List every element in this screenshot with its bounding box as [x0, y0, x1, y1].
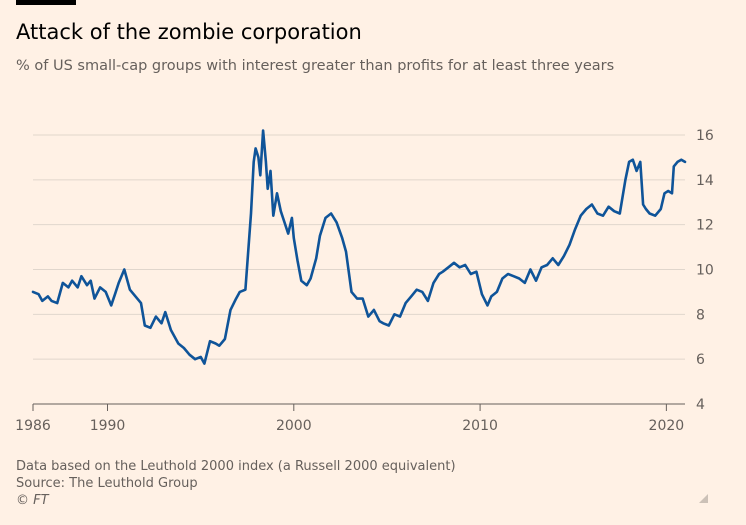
top-rule	[16, 0, 76, 5]
x-tick-label: 2000	[276, 418, 312, 434]
x-tick-label: 1990	[90, 418, 126, 434]
chart-footer: Data based on the Leuthold 2000 index (a…	[16, 458, 456, 509]
x-tick-label: 2010	[462, 418, 498, 434]
x-axis-ticks: 1986 1990 2000 2010 2020	[15, 404, 684, 434]
chart-subtitle: % of US small-cap groups with interest g…	[16, 58, 615, 74]
y-tick-label: 14	[696, 173, 714, 189]
resize-corner-icon	[699, 494, 708, 503]
y-tick-label: 6	[696, 352, 705, 368]
footer-note: Data based on the Leuthold 2000 index (a…	[16, 459, 456, 474]
grid-lines	[33, 134, 685, 405]
y-tick-label: 10	[696, 263, 714, 279]
chart-title: Attack of the zombie corporation	[16, 20, 362, 44]
x-tick-label: 1986	[15, 418, 51, 434]
y-tick-label: 8	[696, 307, 705, 323]
footer-source: Source: The Leuthold Group	[16, 476, 198, 491]
series-layer	[31, 129, 687, 365]
footer-credit: © FT	[16, 493, 49, 508]
y-tick-label: 16	[696, 128, 714, 144]
series-line	[31, 129, 687, 365]
y-tick-label: 4	[696, 397, 705, 413]
y-axis-ticks: 4 6 8 10 12 14 16	[696, 128, 714, 413]
x-tick-label: 2020	[649, 418, 685, 434]
y-tick-label: 12	[696, 218, 714, 234]
